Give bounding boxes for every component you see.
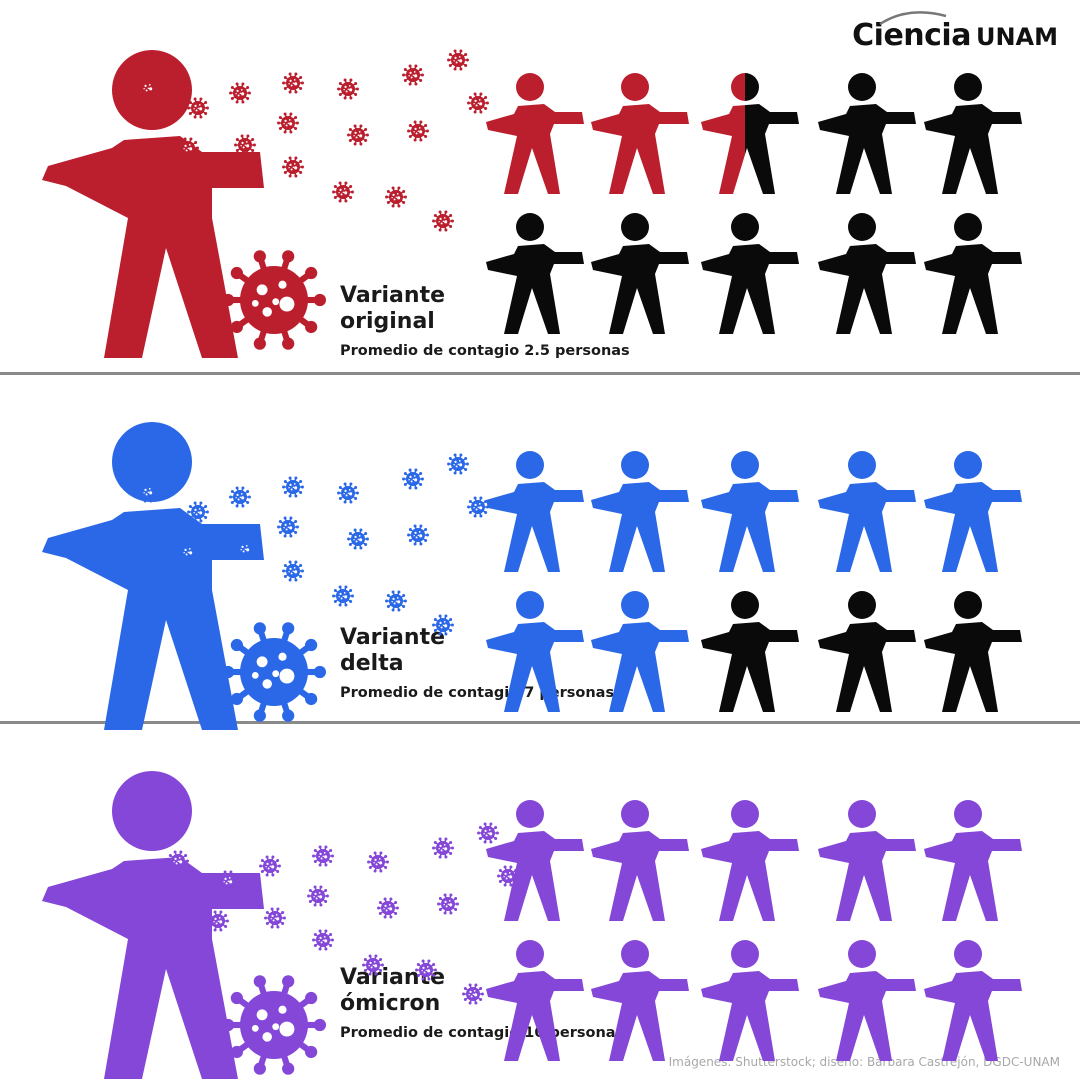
infected-person-icon	[591, 73, 689, 194]
spreader-person-icon	[42, 422, 264, 730]
healthy-person-icon	[818, 591, 916, 712]
virus-particle-icon	[187, 501, 209, 523]
infected-person-icon	[701, 800, 799, 921]
infected-person-icon	[701, 940, 799, 1061]
logo-swoosh-icon	[879, 11, 947, 26]
virus-particle-icon	[282, 476, 304, 498]
infected-person-icon	[591, 800, 689, 921]
variant-name-line2: ómicron	[340, 991, 441, 1016]
virus-particle-icon	[217, 870, 239, 892]
virus-particle-icon	[347, 528, 369, 550]
healthy-person-icon	[591, 213, 689, 334]
person-partial-icon	[701, 73, 799, 194]
virus-particle-icon	[347, 124, 369, 146]
virus-particle-icon	[177, 137, 199, 159]
section-divider	[0, 372, 1080, 375]
variant-virus-icon	[221, 622, 327, 722]
virus-particle-icon	[462, 983, 484, 1005]
virus-particle-icon	[307, 885, 329, 907]
infected-person-icon	[701, 451, 799, 572]
virus-particle-icon	[447, 453, 469, 475]
virus-particle-icon	[282, 156, 304, 178]
infected-person-icon	[818, 940, 916, 1061]
virus-particle-icon	[187, 97, 209, 119]
virus-particle-icon	[332, 585, 354, 607]
virus-particle-icon	[437, 893, 459, 915]
infected-person-icon	[486, 940, 584, 1061]
virus-particle-icon	[234, 134, 256, 156]
virus-particle-icon	[259, 855, 281, 877]
healthy-person-icon	[924, 73, 1022, 194]
virus-particle-icon	[229, 486, 251, 508]
ciencia-unam-logo: Ciencia UNAM	[852, 11, 1058, 62]
healthy-person-icon	[818, 213, 916, 334]
healthy-person-icon	[701, 213, 799, 334]
virus-particle-icon	[332, 181, 354, 203]
virus-particle-icon	[229, 82, 251, 104]
virus-particle-icon	[432, 614, 454, 636]
spreader-person-icon	[42, 50, 264, 358]
virus-particle-icon	[467, 92, 489, 114]
infected-person-icon	[924, 451, 1022, 572]
logo-unam-text: UNAM	[975, 23, 1058, 51]
infected-person-icon	[486, 451, 584, 572]
virus-particle-icon	[337, 482, 359, 504]
virus-particle-icon	[447, 49, 469, 71]
virus-particle-icon	[415, 959, 437, 981]
healthy-person-icon	[924, 591, 1022, 712]
section-divider	[0, 721, 1080, 724]
virus-particle-icon	[402, 468, 424, 490]
healthy-person-icon	[486, 213, 584, 334]
virus-particle-icon	[367, 851, 389, 873]
virus-particle-icon	[207, 910, 229, 932]
healthy-person-icon	[924, 213, 1022, 334]
infected-person-icon	[591, 591, 689, 712]
virus-particle-icon	[385, 590, 407, 612]
variant-virus-icon	[221, 250, 327, 350]
virus-particle-icon	[167, 850, 189, 872]
infected-person-icon	[818, 800, 916, 921]
virus-particle-icon	[432, 210, 454, 232]
virus-particle-icon	[432, 837, 454, 859]
virus-particle-icon	[407, 524, 429, 546]
virus-particle-icon	[337, 78, 359, 100]
healthy-person-icon	[701, 591, 799, 712]
virus-particle-icon	[282, 72, 304, 94]
virus-particle-icon	[477, 822, 499, 844]
variant-virus-icon	[221, 975, 327, 1075]
virus-particle-icon	[264, 907, 286, 929]
infected-person-icon	[591, 451, 689, 572]
virus-particle-icon	[137, 77, 159, 99]
virus-particle-icon	[385, 186, 407, 208]
logo-ciencia-text: Ciencia	[852, 18, 971, 53]
infected-person-icon	[818, 451, 916, 572]
virus-particle-icon	[277, 516, 299, 538]
virus-particle-icon	[377, 897, 399, 919]
virus-particle-icon	[137, 481, 159, 503]
variant-name-line2: delta	[340, 651, 404, 676]
virus-particle-icon	[362, 954, 384, 976]
infected-person-icon	[591, 940, 689, 1061]
virus-particle-icon	[312, 845, 334, 867]
virus-particle-icon	[282, 560, 304, 582]
spreader-person-icon	[42, 771, 264, 1079]
healthy-person-icon	[818, 73, 916, 194]
virus-particle-icon	[407, 120, 429, 142]
infected-person-icon	[486, 591, 584, 712]
virus-particle-icon	[234, 538, 256, 560]
infected-person-icon	[486, 800, 584, 921]
virus-particle-icon	[277, 112, 299, 134]
virus-particle-icon	[402, 64, 424, 86]
infected-person-icon	[486, 73, 584, 194]
virus-particle-icon	[312, 929, 334, 951]
virus-particle-icon	[177, 541, 199, 563]
infected-person-icon	[924, 940, 1022, 1061]
variant-name-line1: Variante	[340, 283, 446, 308]
variant-name-line1: Variante	[340, 625, 446, 650]
variant-average: Promedio de contagio 2.5 personas	[340, 343, 630, 359]
variant-name-line2: original	[340, 309, 435, 334]
virus-particle-icon	[467, 496, 489, 518]
infected-person-icon	[924, 800, 1022, 921]
